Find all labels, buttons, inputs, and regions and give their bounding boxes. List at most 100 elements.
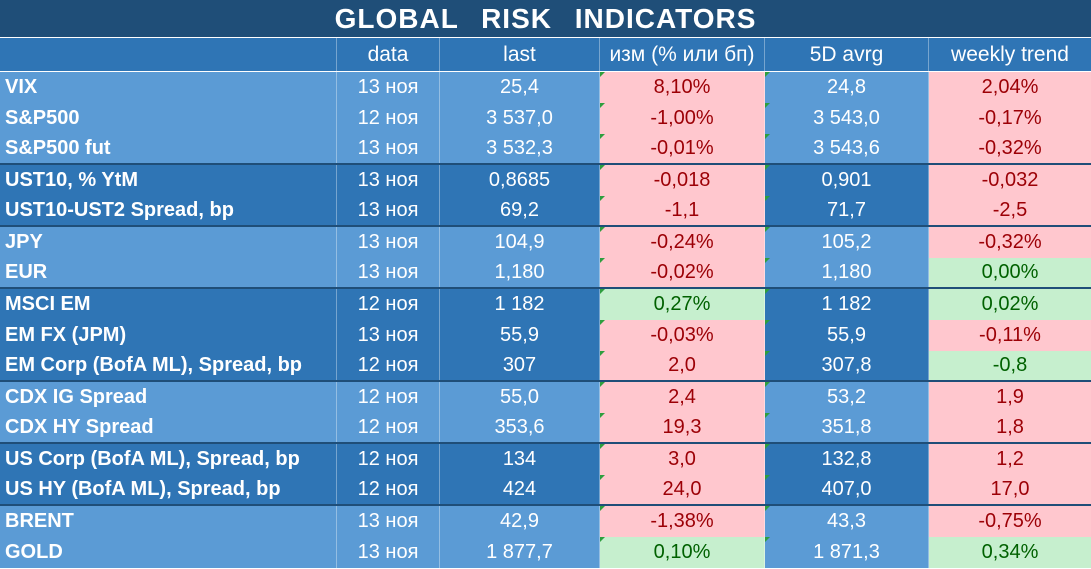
weekly-trend-cell[interactable]: -0,11% [929, 320, 1091, 351]
five-day-avg-cell[interactable]: 55,9 [765, 320, 929, 351]
weekly-trend-cell[interactable]: -0,8 [929, 351, 1091, 380]
last-value-cell[interactable]: 25,4 [440, 72, 600, 103]
date-cell[interactable]: 13 ноя [337, 134, 440, 163]
date-cell[interactable]: 12 ноя [337, 475, 440, 504]
indicator-name-cell[interactable]: GOLD [0, 537, 337, 568]
change-cell[interactable]: 2,0 [600, 351, 765, 380]
change-cell[interactable]: 2,4 [600, 382, 765, 413]
change-cell[interactable]: 19,3 [600, 413, 765, 442]
indicator-name-cell[interactable]: MSCI EM [0, 289, 337, 320]
header-indicator[interactable] [0, 38, 337, 71]
last-value-cell[interactable]: 3 537,0 [440, 103, 600, 134]
indicator-name-cell[interactable]: JPY [0, 227, 337, 258]
indicator-name-cell[interactable]: CDX HY Spread [0, 413, 337, 442]
date-cell[interactable]: 12 ноя [337, 382, 440, 413]
five-day-avg-cell[interactable]: 105,2 [765, 227, 929, 258]
date-cell[interactable]: 12 ноя [337, 103, 440, 134]
five-day-avg-cell[interactable]: 3 543,0 [765, 103, 929, 134]
indicator-name-cell[interactable]: CDX IG Spread [0, 382, 337, 413]
change-cell[interactable]: -1,1 [600, 196, 765, 225]
date-cell[interactable]: 12 ноя [337, 351, 440, 380]
five-day-avg-cell[interactable]: 0,901 [765, 165, 929, 196]
date-cell[interactable]: 13 ноя [337, 165, 440, 196]
five-day-avg-cell[interactable]: 43,3 [765, 506, 929, 537]
indicator-name-cell[interactable]: EM FX (JPM) [0, 320, 337, 351]
header-change[interactable]: изм (% или бп) [600, 38, 765, 71]
last-value-cell[interactable]: 134 [440, 444, 600, 475]
indicator-name-cell[interactable]: S&P500 [0, 103, 337, 134]
header-data[interactable]: data [337, 38, 440, 71]
change-cell[interactable]: -0,03% [600, 320, 765, 351]
indicator-name-cell[interactable]: S&P500 fut [0, 134, 337, 163]
weekly-trend-cell[interactable]: 1,8 [929, 413, 1091, 442]
indicator-name-cell[interactable]: UST10-UST2 Spread, bp [0, 196, 337, 225]
change-cell[interactable]: 3,0 [600, 444, 765, 475]
last-value-cell[interactable]: 55,9 [440, 320, 600, 351]
last-value-cell[interactable]: 55,0 [440, 382, 600, 413]
indicator-name-cell[interactable]: VIX [0, 72, 337, 103]
last-value-cell[interactable]: 1,180 [440, 258, 600, 287]
indicator-name-cell[interactable]: US Corp (BofA ML), Spread, bp [0, 444, 337, 475]
five-day-avg-cell[interactable]: 3 543,6 [765, 134, 929, 163]
weekly-trend-cell[interactable]: 2,04% [929, 72, 1091, 103]
change-cell[interactable]: -0,24% [600, 227, 765, 258]
weekly-trend-cell[interactable]: -0,032 [929, 165, 1091, 196]
header-5d-avrg[interactable]: 5D avrg [765, 38, 929, 71]
last-value-cell[interactable]: 353,6 [440, 413, 600, 442]
five-day-avg-cell[interactable]: 132,8 [765, 444, 929, 475]
weekly-trend-cell[interactable]: 1,2 [929, 444, 1091, 475]
last-value-cell[interactable]: 1 877,7 [440, 537, 600, 568]
change-cell[interactable]: -1,38% [600, 506, 765, 537]
last-value-cell[interactable]: 69,2 [440, 196, 600, 225]
five-day-avg-cell[interactable]: 407,0 [765, 475, 929, 504]
five-day-avg-cell[interactable]: 24,8 [765, 72, 929, 103]
last-value-cell[interactable]: 424 [440, 475, 600, 504]
weekly-trend-cell[interactable]: 17,0 [929, 475, 1091, 504]
change-cell[interactable]: 24,0 [600, 475, 765, 504]
date-cell[interactable]: 13 ноя [337, 537, 440, 568]
weekly-trend-cell[interactable]: -0,32% [929, 227, 1091, 258]
five-day-avg-cell[interactable]: 307,8 [765, 351, 929, 380]
weekly-trend-cell[interactable]: -0,75% [929, 506, 1091, 537]
date-cell[interactable]: 13 ноя [337, 320, 440, 351]
five-day-avg-cell[interactable]: 71,7 [765, 196, 929, 225]
date-cell[interactable]: 13 ноя [337, 258, 440, 287]
date-cell[interactable]: 13 ноя [337, 506, 440, 537]
weekly-trend-cell[interactable]: -0,32% [929, 134, 1091, 163]
weekly-trend-cell[interactable]: -0,17% [929, 103, 1091, 134]
change-cell[interactable]: 0,27% [600, 289, 765, 320]
change-cell[interactable]: 8,10% [600, 72, 765, 103]
five-day-avg-cell[interactable]: 53,2 [765, 382, 929, 413]
five-day-avg-cell[interactable]: 1 871,3 [765, 537, 929, 568]
change-cell[interactable]: -1,00% [600, 103, 765, 134]
date-cell[interactable]: 12 ноя [337, 289, 440, 320]
date-cell[interactable]: 13 ноя [337, 72, 440, 103]
five-day-avg-cell[interactable]: 1,180 [765, 258, 929, 287]
last-value-cell[interactable]: 104,9 [440, 227, 600, 258]
indicator-name-cell[interactable]: US HY (BofA ML), Spread, bp [0, 475, 337, 504]
weekly-trend-cell[interactable]: 0,34% [929, 537, 1091, 568]
five-day-avg-cell[interactable]: 351,8 [765, 413, 929, 442]
weekly-trend-cell[interactable]: 1,9 [929, 382, 1091, 413]
last-value-cell[interactable]: 0,8685 [440, 165, 600, 196]
indicator-name-cell[interactable]: EM Corp (BofA ML), Spread, bp [0, 351, 337, 380]
header-last[interactable]: last [440, 38, 600, 71]
change-cell[interactable]: 0,10% [600, 537, 765, 568]
date-cell[interactable]: 12 ноя [337, 444, 440, 475]
last-value-cell[interactable]: 1 182 [440, 289, 600, 320]
five-day-avg-cell[interactable]: 1 182 [765, 289, 929, 320]
weekly-trend-cell[interactable]: -2,5 [929, 196, 1091, 225]
last-value-cell[interactable]: 42,9 [440, 506, 600, 537]
indicator-name-cell[interactable]: BRENT [0, 506, 337, 537]
date-cell[interactable]: 12 ноя [337, 413, 440, 442]
last-value-cell[interactable]: 307 [440, 351, 600, 380]
last-value-cell[interactable]: 3 532,3 [440, 134, 600, 163]
change-cell[interactable]: -0,01% [600, 134, 765, 163]
header-weekly-trend[interactable]: weekly trend [951, 42, 1069, 66]
date-cell[interactable]: 13 ноя [337, 227, 440, 258]
date-cell[interactable]: 13 ноя [337, 196, 440, 225]
change-cell[interactable]: -0,018 [600, 165, 765, 196]
indicator-name-cell[interactable]: UST10, % YtM [0, 165, 337, 196]
change-cell[interactable]: -0,02% [600, 258, 765, 287]
weekly-trend-cell[interactable]: 0,00% [929, 258, 1091, 287]
